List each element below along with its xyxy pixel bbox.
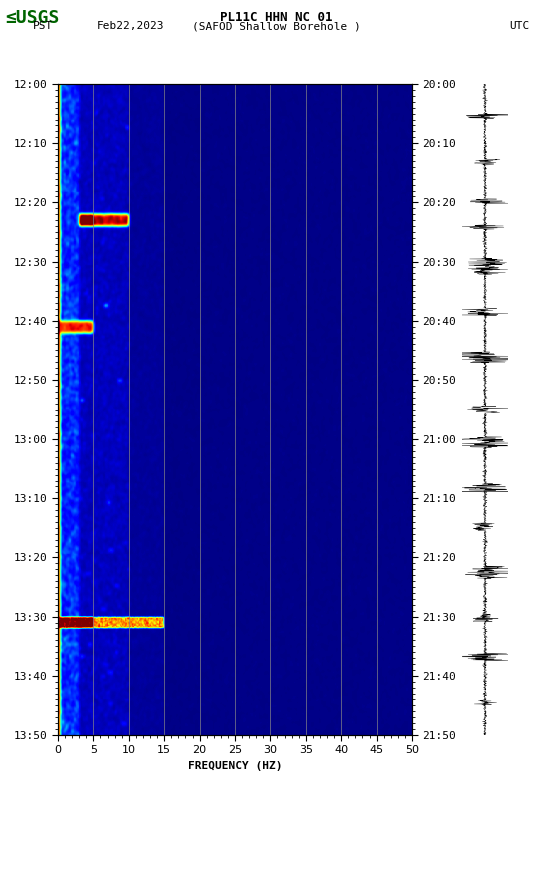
Text: UTC: UTC [509, 21, 529, 31]
Text: ≤USGS: ≤USGS [6, 9, 60, 27]
Text: (SAFOD Shallow Borehole ): (SAFOD Shallow Borehole ) [192, 21, 360, 31]
Text: Feb22,2023: Feb22,2023 [97, 21, 164, 31]
Text: PST: PST [33, 21, 54, 31]
Text: PL11C HHN NC 01: PL11C HHN NC 01 [220, 11, 332, 24]
X-axis label: FREQUENCY (HZ): FREQUENCY (HZ) [188, 761, 282, 771]
